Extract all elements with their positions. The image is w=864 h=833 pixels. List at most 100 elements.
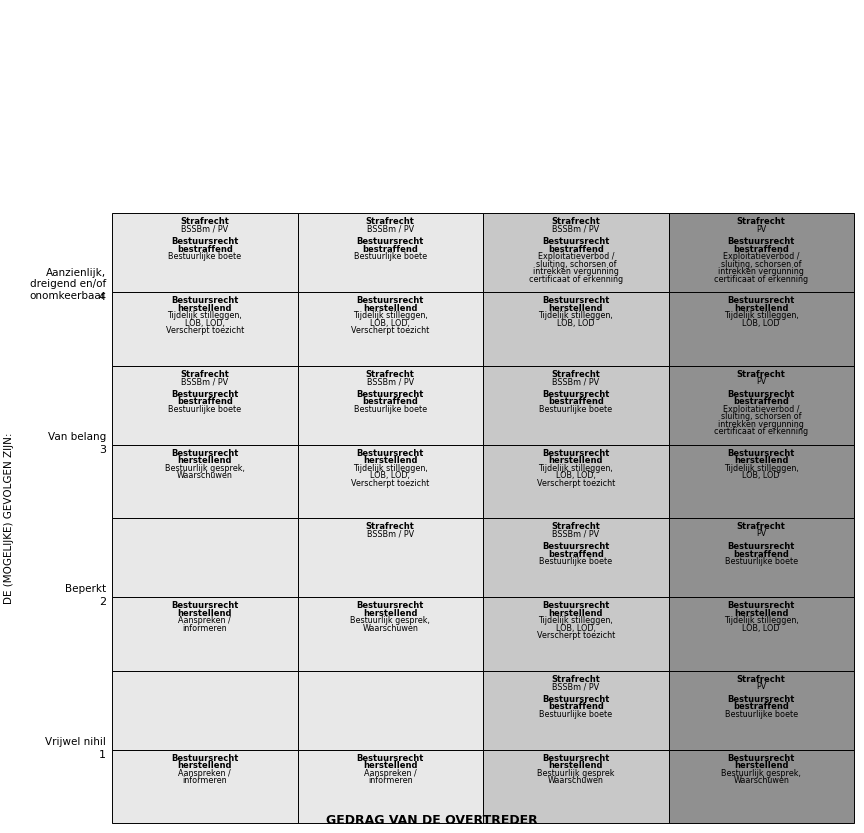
Text: herstellend: herstellend: [734, 304, 789, 313]
Text: Bestuursrecht: Bestuursrecht: [171, 390, 238, 399]
Text: Verscherpt toezicht: Verscherpt toezicht: [166, 327, 244, 336]
Text: Bestuursrecht: Bestuursrecht: [357, 237, 424, 247]
Text: bestraffend: bestraffend: [548, 550, 604, 559]
Text: Bestuursrecht: Bestuursrecht: [357, 449, 424, 458]
Text: Bestuursrecht: Bestuursrecht: [357, 754, 424, 763]
Text: certificaat of erkenning: certificaat of erkenning: [715, 427, 809, 436]
Bar: [483, 597, 669, 671]
Bar: [297, 671, 483, 750]
Text: Verscherpt toezicht: Verscherpt toezicht: [351, 327, 429, 336]
Text: LOB, LOD: LOB, LOD: [742, 471, 780, 481]
Text: Bestuurlijke boete: Bestuurlijke boete: [539, 405, 613, 414]
Text: Bestuurlijke boete: Bestuurlijke boete: [725, 557, 797, 566]
Text: Bestuursrecht: Bestuursrecht: [542, 754, 609, 763]
Text: Bestuursrecht: Bestuursrecht: [357, 297, 424, 306]
Text: PV: PV: [756, 377, 766, 386]
Text: BSSBm / PV: BSSBm / PV: [181, 225, 228, 233]
Text: Bestuursrecht: Bestuursrecht: [171, 754, 238, 763]
Text: Bestuursrecht: Bestuursrecht: [542, 390, 609, 399]
Bar: [669, 597, 854, 671]
Text: BSSBm / PV: BSSBm / PV: [366, 377, 414, 386]
Text: intrekken vergunning: intrekken vergunning: [533, 267, 619, 277]
Text: herstellend: herstellend: [363, 304, 417, 313]
Text: Strafrecht: Strafrecht: [181, 217, 229, 226]
Text: herstellend: herstellend: [177, 304, 232, 313]
Text: bestraffend: bestraffend: [362, 397, 418, 407]
Text: intrekken vergunning: intrekken vergunning: [718, 267, 804, 277]
Text: bestraffend: bestraffend: [548, 245, 604, 254]
Bar: [669, 671, 854, 750]
Text: Bestuursrecht: Bestuursrecht: [171, 601, 238, 611]
Text: BSSBm / PV: BSSBm / PV: [552, 682, 600, 691]
Text: PV: PV: [756, 530, 766, 538]
Text: Bestuurlijk gesprek: Bestuurlijk gesprek: [537, 769, 614, 778]
Text: informeren: informeren: [182, 776, 227, 786]
Text: BSSBm / PV: BSSBm / PV: [366, 530, 414, 538]
Bar: [297, 445, 483, 518]
Text: herstellend: herstellend: [734, 609, 789, 618]
Text: bestraffend: bestraffend: [362, 245, 418, 254]
Text: Van belang: Van belang: [48, 431, 106, 441]
Text: Strafrecht: Strafrecht: [551, 675, 600, 684]
Text: sluiting, schorsen of: sluiting, schorsen of: [536, 260, 616, 269]
Text: Exploitatieverbod /: Exploitatieverbod /: [537, 252, 614, 262]
Text: Tijdelijk stilleggen,: Tijdelijk stilleggen,: [353, 312, 428, 321]
Text: Strafrecht: Strafrecht: [737, 675, 785, 684]
Text: Bestuursrecht: Bestuursrecht: [727, 695, 795, 704]
Bar: [112, 213, 297, 292]
Bar: [669, 445, 854, 518]
Bar: [669, 518, 854, 597]
Text: Bestuurlijke boete: Bestuurlijke boete: [168, 252, 241, 262]
Text: herstellend: herstellend: [177, 456, 232, 466]
Text: Bestuursrecht: Bestuursrecht: [542, 542, 609, 551]
Text: Bestuursrecht: Bestuursrecht: [171, 237, 238, 247]
Text: herstellend: herstellend: [549, 456, 603, 466]
Text: Bestuurlijke boete: Bestuurlijke boete: [539, 710, 613, 719]
Bar: [669, 366, 854, 445]
Bar: [297, 366, 483, 445]
Text: herstellend: herstellend: [177, 761, 232, 771]
Text: herstellend: herstellend: [734, 456, 789, 466]
Text: LOB, LOD,: LOB, LOD,: [185, 319, 225, 328]
Text: herstellend: herstellend: [549, 304, 603, 313]
Text: herstellend: herstellend: [363, 456, 417, 466]
Text: LOB, LOD: LOB, LOD: [557, 319, 594, 328]
Bar: [112, 445, 297, 518]
Text: PV: PV: [756, 225, 766, 233]
Text: Bestuurlijke boete: Bestuurlijke boete: [725, 710, 797, 719]
Text: Waarschuwen: Waarschuwen: [177, 471, 232, 481]
Text: Aanspreken /: Aanspreken /: [178, 769, 232, 778]
Text: Strafrecht: Strafrecht: [551, 217, 600, 226]
Text: Bestuursrecht: Bestuursrecht: [542, 695, 609, 704]
Bar: [112, 366, 297, 445]
Text: herstellend: herstellend: [363, 609, 417, 618]
Text: bestraffend: bestraffend: [548, 397, 604, 407]
Text: Strafrecht: Strafrecht: [551, 370, 600, 378]
Text: Aanspreken /: Aanspreken /: [178, 616, 232, 626]
Text: Aanzienlijk,
dreigend en/of
onomkeerbaar: Aanzienlijk, dreigend en/of onomkeerbaar: [29, 267, 106, 301]
Text: LOB, LOD: LOB, LOD: [742, 319, 780, 328]
Text: Bestuurlijk gesprek,: Bestuurlijk gesprek,: [721, 769, 801, 778]
Text: herstellend: herstellend: [549, 761, 603, 771]
Text: Strafrecht: Strafrecht: [365, 370, 415, 378]
Bar: [112, 671, 297, 750]
Bar: [112, 597, 297, 671]
Text: herstellend: herstellend: [177, 609, 232, 618]
Text: LOB, LOD,: LOB, LOD,: [556, 471, 595, 481]
Bar: [483, 366, 669, 445]
Bar: [483, 292, 669, 366]
Bar: [297, 292, 483, 366]
Text: Tijdelijk stilleggen,: Tijdelijk stilleggen,: [724, 464, 798, 473]
Text: bestraffend: bestraffend: [734, 397, 789, 407]
Bar: [112, 518, 297, 597]
Text: GEDRAG VAN DE OVERTREDER: GEDRAG VAN DE OVERTREDER: [326, 814, 538, 827]
Text: Bestuurlijk gesprek,: Bestuurlijk gesprek,: [350, 616, 430, 626]
Text: herstellend: herstellend: [363, 761, 417, 771]
Text: herstellend: herstellend: [549, 609, 603, 618]
Text: Tijdelijk stilleggen,: Tijdelijk stilleggen,: [538, 464, 613, 473]
Text: Verscherpt toezicht: Verscherpt toezicht: [351, 479, 429, 488]
Bar: [483, 518, 669, 597]
Text: Beperkt: Beperkt: [65, 584, 106, 594]
Text: LOB, LOD,: LOB, LOD,: [556, 624, 595, 633]
Text: Strafrecht: Strafrecht: [737, 217, 785, 226]
